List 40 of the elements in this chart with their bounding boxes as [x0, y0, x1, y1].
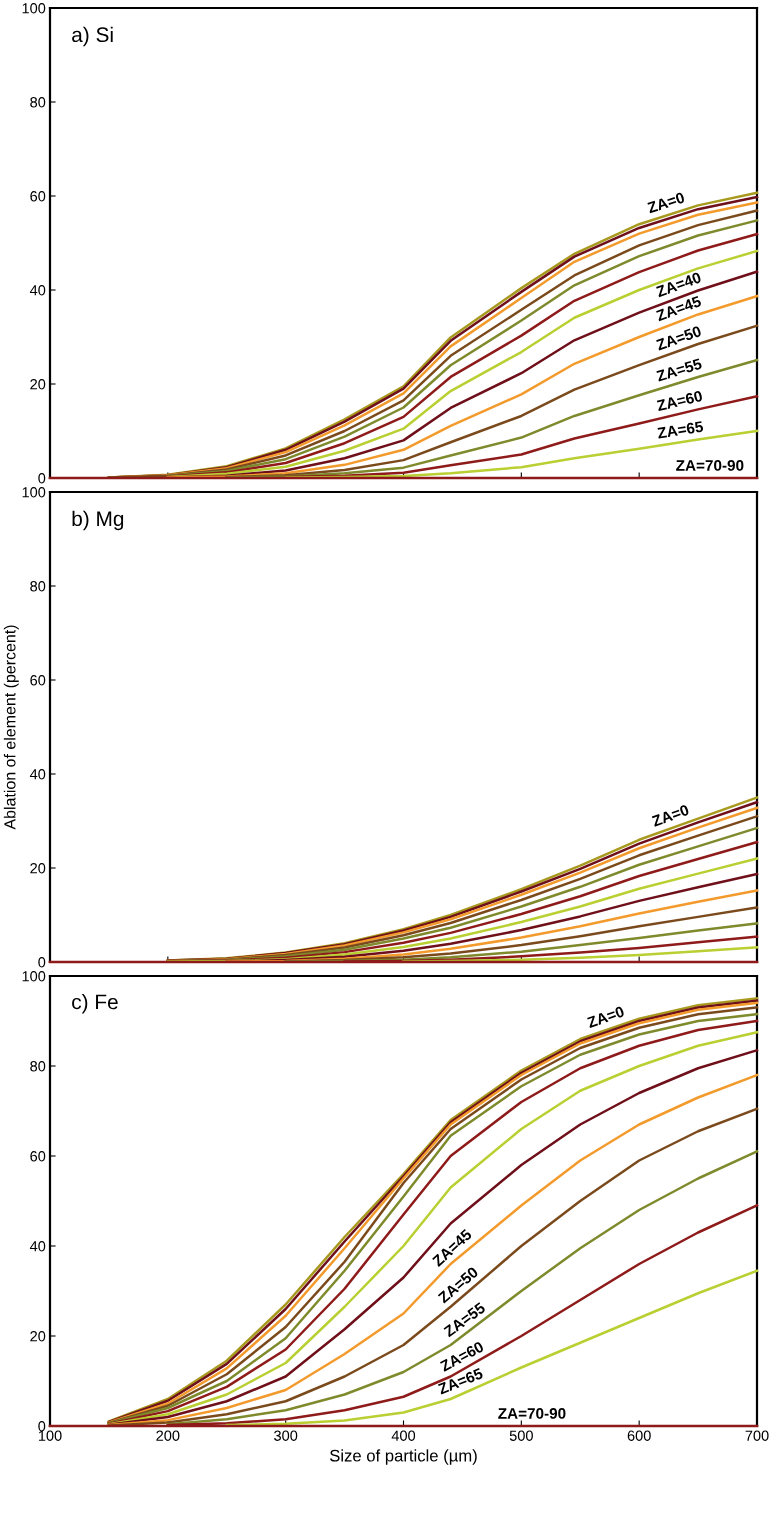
text: b) Mg	[72, 510, 124, 531]
x-tick-label: 300	[274, 1430, 298, 1441]
y-tick-label: 60	[30, 1151, 46, 1162]
annotation: ZA=60	[656, 390, 703, 412]
x-tick-label: 600	[627, 1430, 651, 1441]
annotation: ZA=0	[646, 191, 686, 214]
y-tick-label: 20	[30, 1331, 46, 1342]
y-axis-title: Ablation of element (percent)	[3, 625, 19, 830]
x-tick-label: 200	[156, 1430, 180, 1441]
y-tick-label: 100	[22, 3, 46, 14]
annotation: ZA=70-90	[498, 1407, 566, 1419]
y-tick-label: 0	[38, 473, 46, 484]
x-axis-title: Size of particle (µm)	[330, 1449, 477, 1465]
y-tick-label: 0	[38, 957, 46, 968]
x-tick-label: 500	[509, 1430, 533, 1441]
annotation: ZA=45	[655, 295, 702, 322]
annotation: ZA=50	[655, 325, 702, 351]
x-tick-label: 700	[745, 1430, 769, 1441]
text: c) Fe	[72, 994, 118, 1014]
annotation: ZA=65	[657, 420, 704, 439]
annotation: ZA=0	[586, 1005, 625, 1029]
y-tick-label: 40	[29, 769, 46, 780]
y-tick-label: 60	[30, 191, 46, 202]
y-tick-label: 20	[30, 379, 46, 390]
y-tick-label: 80	[30, 581, 46, 592]
y-tick-label: 100	[22, 971, 46, 982]
y-tick-label: 80	[30, 1061, 46, 1072]
annotation: ZA=70-90	[676, 460, 744, 471]
y-tick-label: 100	[22, 487, 46, 498]
y-tick-label: 0	[38, 1421, 46, 1432]
text: a) Si	[72, 26, 113, 47]
annotation: ZA=40	[655, 271, 702, 298]
y-tick-label: 20	[30, 863, 46, 874]
y-tick-label: 60	[30, 675, 46, 686]
annotation: ZA=55	[655, 358, 703, 382]
annotation: ZA=0	[651, 804, 690, 827]
x-tick-label: 400	[391, 1430, 416, 1441]
y-tick-label: 80	[30, 97, 46, 108]
y-tick-label: 40	[29, 1241, 46, 1252]
y-tick-label: 40	[29, 285, 46, 296]
